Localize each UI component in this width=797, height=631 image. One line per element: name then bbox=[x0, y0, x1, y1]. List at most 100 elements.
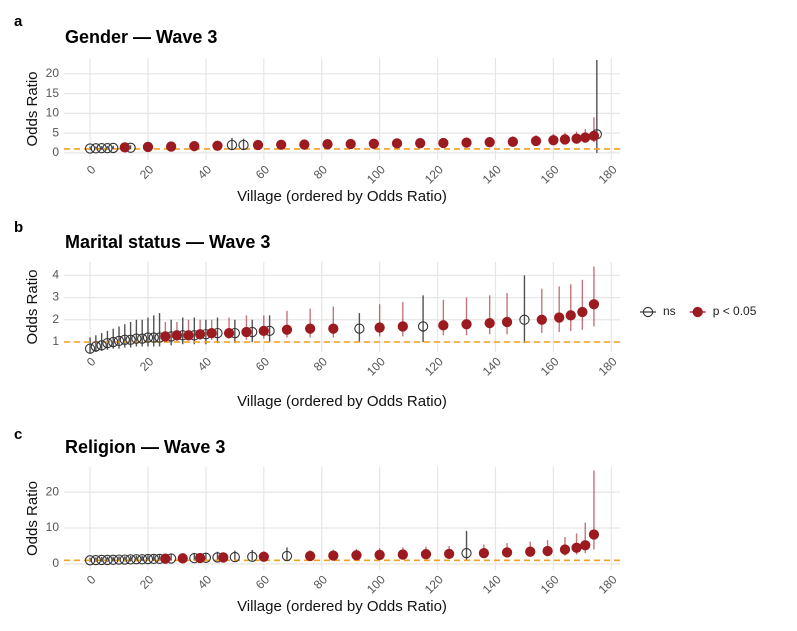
x-tick-label: 40 bbox=[195, 162, 215, 182]
x-tick-label: 60 bbox=[253, 572, 273, 592]
point bbox=[417, 321, 429, 332]
point bbox=[148, 332, 159, 343]
point bbox=[484, 137, 495, 148]
point bbox=[368, 138, 380, 149]
x-tick-label: 40 bbox=[195, 572, 215, 592]
x-tick-label: 160 bbox=[538, 162, 562, 186]
point bbox=[461, 547, 472, 559]
point bbox=[397, 321, 408, 332]
point bbox=[374, 322, 385, 333]
point bbox=[588, 130, 600, 142]
point bbox=[148, 553, 159, 565]
point bbox=[328, 323, 339, 334]
point bbox=[119, 554, 130, 565]
point bbox=[559, 544, 571, 555]
point bbox=[137, 333, 148, 344]
y-tick-label: 20 bbox=[46, 484, 60, 498]
point bbox=[580, 132, 591, 143]
point bbox=[84, 143, 96, 154]
point bbox=[229, 551, 241, 563]
y-axis-label: Odds Ratio bbox=[24, 481, 41, 556]
point bbox=[142, 553, 154, 565]
point bbox=[194, 552, 206, 564]
legend-symbol bbox=[692, 306, 703, 318]
legend-item: ns bbox=[640, 304, 676, 318]
point bbox=[258, 551, 269, 562]
point bbox=[160, 553, 171, 564]
point bbox=[461, 319, 472, 330]
y-tick-label: 10 bbox=[46, 106, 60, 120]
point bbox=[554, 312, 565, 323]
y-tick-label: 10 bbox=[46, 520, 60, 534]
point bbox=[299, 139, 310, 150]
point bbox=[281, 324, 293, 335]
point bbox=[96, 554, 107, 566]
point bbox=[588, 529, 600, 540]
point bbox=[276, 139, 287, 150]
x-tick-label: 100 bbox=[364, 162, 388, 186]
point bbox=[484, 317, 495, 329]
x-tick-label: 40 bbox=[195, 354, 215, 374]
x-tick-label: 20 bbox=[137, 354, 157, 374]
point bbox=[108, 554, 119, 565]
point bbox=[525, 546, 536, 557]
point bbox=[84, 555, 96, 566]
panel-label: c bbox=[14, 426, 22, 443]
point bbox=[108, 142, 119, 154]
point bbox=[90, 143, 102, 154]
x-axis-label: Village (ordered by Odds Ratio) bbox=[237, 393, 447, 410]
point bbox=[571, 542, 582, 553]
point bbox=[137, 554, 148, 565]
point bbox=[501, 316, 513, 328]
chart-title: Gender — Wave 3 bbox=[65, 27, 217, 47]
point bbox=[194, 329, 206, 340]
y-axis-label: Odds Ratio bbox=[24, 269, 41, 344]
point bbox=[438, 137, 449, 149]
point bbox=[142, 141, 154, 153]
point bbox=[102, 142, 113, 154]
point bbox=[131, 333, 142, 344]
y-axis-label: Odds Ratio bbox=[24, 71, 41, 146]
point bbox=[374, 549, 385, 561]
point bbox=[90, 341, 102, 352]
y-tick-label: 0 bbox=[52, 145, 59, 159]
point bbox=[96, 340, 107, 351]
point bbox=[258, 325, 269, 337]
y-tick-label: 15 bbox=[46, 86, 60, 100]
y-tick-label: 5 bbox=[52, 125, 59, 139]
point bbox=[247, 551, 258, 562]
point bbox=[160, 331, 171, 342]
x-tick-label: 120 bbox=[422, 162, 446, 186]
point bbox=[391, 138, 403, 149]
point bbox=[577, 306, 588, 318]
x-tick-label: 0 bbox=[84, 354, 99, 369]
point bbox=[415, 138, 426, 149]
point bbox=[113, 335, 125, 347]
point bbox=[183, 330, 194, 341]
point bbox=[226, 139, 238, 151]
x-tick-label: 160 bbox=[538, 354, 562, 378]
x-tick-label: 120 bbox=[422, 572, 446, 596]
x-tick-label: 180 bbox=[596, 162, 620, 186]
point bbox=[113, 554, 125, 565]
legend-item: p < 0.05 bbox=[689, 304, 757, 318]
x-tick-label: 60 bbox=[253, 354, 273, 374]
point bbox=[507, 136, 519, 147]
y-tick-label: 0 bbox=[52, 556, 59, 570]
x-tick-label: 0 bbox=[84, 572, 99, 587]
point bbox=[96, 142, 107, 154]
x-tick-label: 140 bbox=[480, 572, 504, 596]
point bbox=[177, 553, 188, 564]
point bbox=[212, 140, 223, 151]
x-tick-label: 80 bbox=[311, 162, 331, 182]
x-tick-label: 60 bbox=[253, 162, 273, 182]
point bbox=[501, 547, 513, 558]
legend-label: p < 0.05 bbox=[713, 304, 757, 318]
point bbox=[189, 141, 200, 152]
point bbox=[443, 548, 455, 560]
point bbox=[241, 326, 252, 338]
panel-label: a bbox=[14, 13, 23, 30]
y-tick-label: 4 bbox=[52, 268, 59, 282]
point bbox=[165, 141, 177, 152]
point bbox=[90, 554, 102, 566]
